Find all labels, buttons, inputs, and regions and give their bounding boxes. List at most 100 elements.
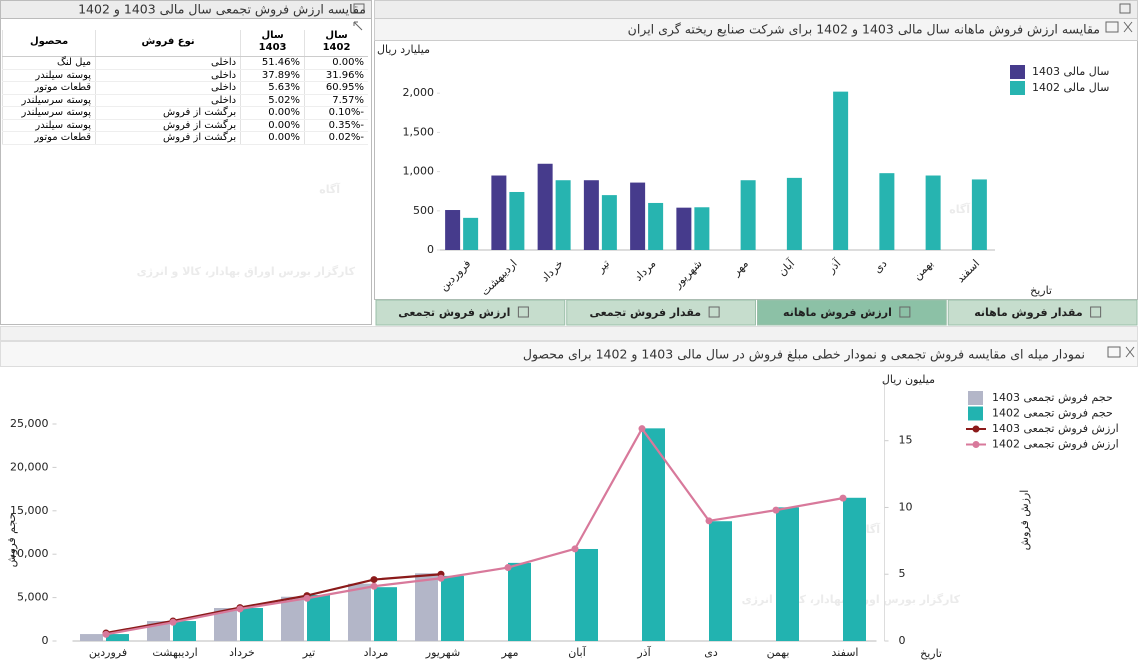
y2-unit-label: میلیون ریال	[882, 373, 935, 386]
export-icon[interactable]	[353, 21, 363, 31]
y-axis-label: میلیارد ریال	[377, 43, 430, 56]
table-cell: برگشت از فروش	[95, 119, 241, 132]
bar	[214, 608, 237, 641]
tab[interactable]	[375, 299, 566, 326]
table-cell: 60.95%	[304, 81, 368, 95]
tab-label[interactable]: مقدار فروش ماهانه	[974, 306, 1082, 319]
y-tick-label: 1,500	[403, 125, 435, 138]
y-tick-label: 0	[427, 243, 434, 256]
bar	[776, 507, 799, 641]
y2-tick-label: 15	[899, 434, 913, 447]
x-tick-label: فروردین	[89, 646, 127, 659]
table-cell: قطعات موتور	[1, 131, 96, 145]
y2-tick-label: 0	[899, 634, 906, 647]
table-cell: 51.46%	[240, 56, 305, 70]
bar	[709, 521, 732, 641]
table-cell: داخلی	[95, 69, 241, 82]
tab-label[interactable]: ارزش فروش تجمعی	[398, 306, 510, 319]
bar	[648, 202, 664, 250]
bar	[971, 179, 987, 250]
line-point	[102, 630, 110, 638]
x-tick-label: مهر	[500, 646, 518, 659]
chart-title: مقایسه ارزش فروش ماهانه سال مالی 1403 و …	[628, 22, 1100, 38]
tab[interactable]	[947, 299, 1138, 326]
table-header-cell: سال 1402	[304, 30, 368, 57]
line-point	[303, 594, 311, 602]
table-cell: پوسته سیلندر	[1, 69, 96, 82]
table-row: پوسته سرسیلندر داخلی 5.02% 7.57%	[1, 94, 368, 107]
close-icon[interactable]	[1123, 21, 1133, 33]
table-cell: قطعات موتور	[1, 81, 96, 95]
watermark-logo: آگاه	[319, 182, 340, 196]
bar	[642, 428, 665, 641]
bar	[537, 163, 553, 250]
close-icon[interactable]	[1125, 346, 1135, 358]
x-tick-label: بهمن	[767, 646, 790, 659]
legend-swatch	[972, 425, 980, 433]
tab-label[interactable]: ارزش فروش ماهانه	[783, 306, 892, 319]
bar	[441, 575, 464, 641]
bar	[843, 497, 866, 641]
y-tick-label: 25,000	[10, 417, 49, 430]
x-axis-label: تاریخ	[1030, 284, 1052, 297]
line-point	[370, 582, 378, 590]
table-cell: -0.10%	[304, 106, 368, 120]
table-cell: داخلی	[95, 56, 241, 70]
bar	[374, 587, 397, 641]
bar	[575, 548, 598, 641]
tab-icon[interactable]	[899, 306, 911, 318]
tab-icon[interactable]	[1090, 306, 1102, 318]
bar	[240, 608, 263, 641]
table-row: پوسته سرسیلندر برگشت از فروش 0.00% -0.10%	[1, 106, 368, 120]
tab-label[interactable]: مقدار فروش تجمعی	[589, 306, 701, 319]
bar	[80, 634, 103, 641]
y-tick-label: 20,000	[10, 460, 49, 473]
line-point	[705, 517, 713, 525]
x-axis-label: تاریخ	[920, 647, 942, 660]
bar	[173, 621, 196, 641]
table-cell: داخلی	[95, 94, 241, 107]
table-cell: 0.00%	[304, 56, 368, 70]
tab[interactable]	[566, 299, 756, 326]
table-cell: میل لنگ	[1, 56, 96, 70]
line-point	[772, 506, 780, 514]
table-row: قطعات موتور برگشت از فروش 0.00% -0.02%	[1, 131, 368, 145]
table-cell: 31.96%	[304, 69, 368, 82]
combo-panel-header	[0, 341, 1138, 367]
table-cell: برگشت از فروش	[95, 131, 241, 145]
table-cell: 5.63%	[240, 81, 305, 95]
x-tick-label: اردیبهشت	[152, 646, 197, 659]
maximize-icon[interactable]	[1119, 3, 1131, 14]
table-cell: 0.00%	[240, 131, 305, 145]
line-point	[236, 605, 244, 613]
x-tick-label: دی	[704, 646, 718, 659]
legend-swatch	[968, 406, 983, 421]
tab[interactable]	[757, 299, 947, 326]
bar	[786, 177, 802, 250]
x-tick-label: اسفند	[832, 646, 859, 659]
legend-label: سال مالی 1403	[1032, 65, 1109, 78]
table-header-cell: محصول	[1, 30, 96, 57]
chart-panel	[374, 18, 1138, 300]
x-tick-label: آبان	[568, 645, 586, 659]
legend-label: ارزش فروش تجمعی 1403	[992, 422, 1119, 435]
table-cell: برگشت از فروش	[95, 106, 241, 120]
bar	[281, 596, 304, 641]
top-strip	[374, 0, 1138, 19]
y-tick-label: 10,000	[10, 547, 49, 560]
x-tick-label: تیر	[302, 646, 315, 659]
print-icon[interactable]	[1107, 346, 1121, 358]
tab-icon[interactable]	[517, 306, 529, 318]
table-header-cell: سال 1403	[240, 30, 305, 57]
tab-icon[interactable]	[708, 306, 720, 318]
line-point	[504, 564, 512, 572]
print-icon[interactable]	[1105, 21, 1119, 33]
table-cell: -0.02%	[304, 131, 368, 145]
table-header-row: محصول نوع فروش سال 1403 سال 1402	[1, 30, 368, 57]
bar	[508, 562, 531, 641]
table-cell: 37.89%	[240, 69, 305, 82]
maximize-icon[interactable]	[353, 3, 365, 14]
legend-label: حجم فروش تجمعی 1403	[992, 391, 1113, 404]
table-row: قطعات موتور داخلی 5.63% 60.95%	[1, 81, 368, 95]
bar	[491, 175, 507, 250]
